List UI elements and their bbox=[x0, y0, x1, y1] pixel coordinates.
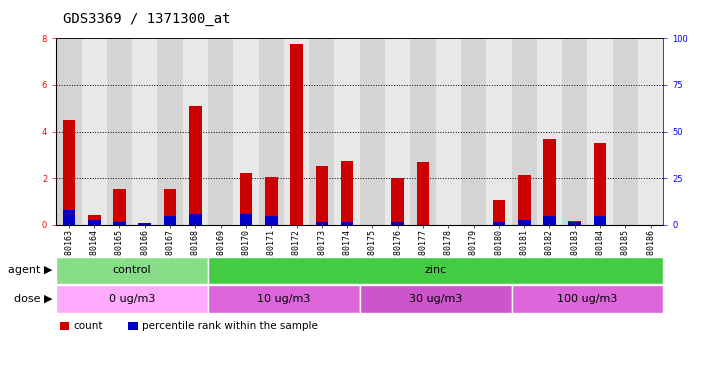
Bar bbox=[234, 38, 259, 225]
Bar bbox=[63, 120, 75, 225]
Bar bbox=[568, 222, 581, 225]
Bar bbox=[132, 38, 157, 225]
Bar bbox=[189, 106, 202, 225]
Bar bbox=[284, 38, 309, 225]
Bar bbox=[492, 222, 505, 225]
Bar bbox=[138, 223, 151, 225]
Bar bbox=[239, 174, 252, 225]
Bar bbox=[164, 217, 177, 225]
Bar bbox=[291, 44, 303, 225]
Bar bbox=[189, 214, 202, 225]
Bar bbox=[113, 189, 125, 225]
Bar bbox=[392, 178, 404, 225]
Text: count: count bbox=[74, 321, 103, 331]
Bar bbox=[341, 161, 353, 225]
Text: dose ▶: dose ▶ bbox=[14, 294, 53, 304]
Bar bbox=[335, 38, 360, 225]
Bar bbox=[88, 220, 100, 225]
Bar bbox=[512, 285, 663, 313]
Bar bbox=[81, 38, 107, 225]
Bar bbox=[518, 175, 531, 225]
Bar bbox=[392, 222, 404, 225]
Text: control: control bbox=[112, 265, 151, 275]
Bar bbox=[594, 143, 606, 225]
Text: GDS3369 / 1371300_at: GDS3369 / 1371300_at bbox=[63, 12, 231, 25]
Bar bbox=[486, 38, 512, 225]
Bar bbox=[128, 322, 138, 330]
Bar bbox=[512, 38, 537, 225]
Bar bbox=[360, 38, 385, 225]
Bar bbox=[461, 38, 486, 225]
Bar bbox=[265, 177, 278, 225]
Bar bbox=[208, 285, 360, 313]
Bar bbox=[107, 38, 132, 225]
Bar bbox=[113, 222, 125, 225]
Text: percentile rank within the sample: percentile rank within the sample bbox=[142, 321, 318, 331]
Bar bbox=[56, 285, 208, 313]
Bar bbox=[157, 38, 182, 225]
Text: 0 ug/m3: 0 ug/m3 bbox=[109, 294, 155, 304]
Bar bbox=[259, 38, 284, 225]
Bar bbox=[594, 217, 606, 225]
Text: 30 ug/m3: 30 ug/m3 bbox=[409, 294, 462, 304]
Bar bbox=[164, 189, 177, 225]
Bar bbox=[341, 222, 353, 225]
Bar bbox=[56, 257, 208, 284]
Bar bbox=[518, 220, 531, 225]
Bar bbox=[543, 139, 556, 225]
Text: 100 ug/m3: 100 ug/m3 bbox=[557, 294, 618, 304]
Bar bbox=[208, 257, 663, 284]
Bar bbox=[385, 38, 410, 225]
Bar bbox=[239, 214, 252, 225]
Bar bbox=[138, 223, 151, 225]
Bar bbox=[417, 162, 429, 225]
Bar bbox=[410, 38, 435, 225]
Bar bbox=[182, 38, 208, 225]
Text: agent ▶: agent ▶ bbox=[8, 265, 53, 275]
Bar bbox=[435, 38, 461, 225]
Text: 10 ug/m3: 10 ug/m3 bbox=[257, 294, 311, 304]
Text: zinc: zinc bbox=[425, 265, 447, 275]
Bar bbox=[60, 322, 69, 330]
Bar bbox=[568, 221, 581, 225]
Bar bbox=[309, 38, 335, 225]
Bar bbox=[63, 210, 75, 225]
Bar bbox=[208, 38, 234, 225]
Bar bbox=[638, 38, 663, 225]
Bar bbox=[588, 38, 613, 225]
Bar bbox=[537, 38, 562, 225]
Bar bbox=[562, 38, 588, 225]
Bar bbox=[492, 200, 505, 225]
Bar bbox=[360, 285, 512, 313]
Bar bbox=[543, 217, 556, 225]
Bar bbox=[316, 222, 328, 225]
Bar bbox=[265, 217, 278, 225]
Bar bbox=[316, 166, 328, 225]
Bar bbox=[88, 215, 100, 225]
Bar bbox=[613, 38, 638, 225]
Bar bbox=[56, 38, 81, 225]
